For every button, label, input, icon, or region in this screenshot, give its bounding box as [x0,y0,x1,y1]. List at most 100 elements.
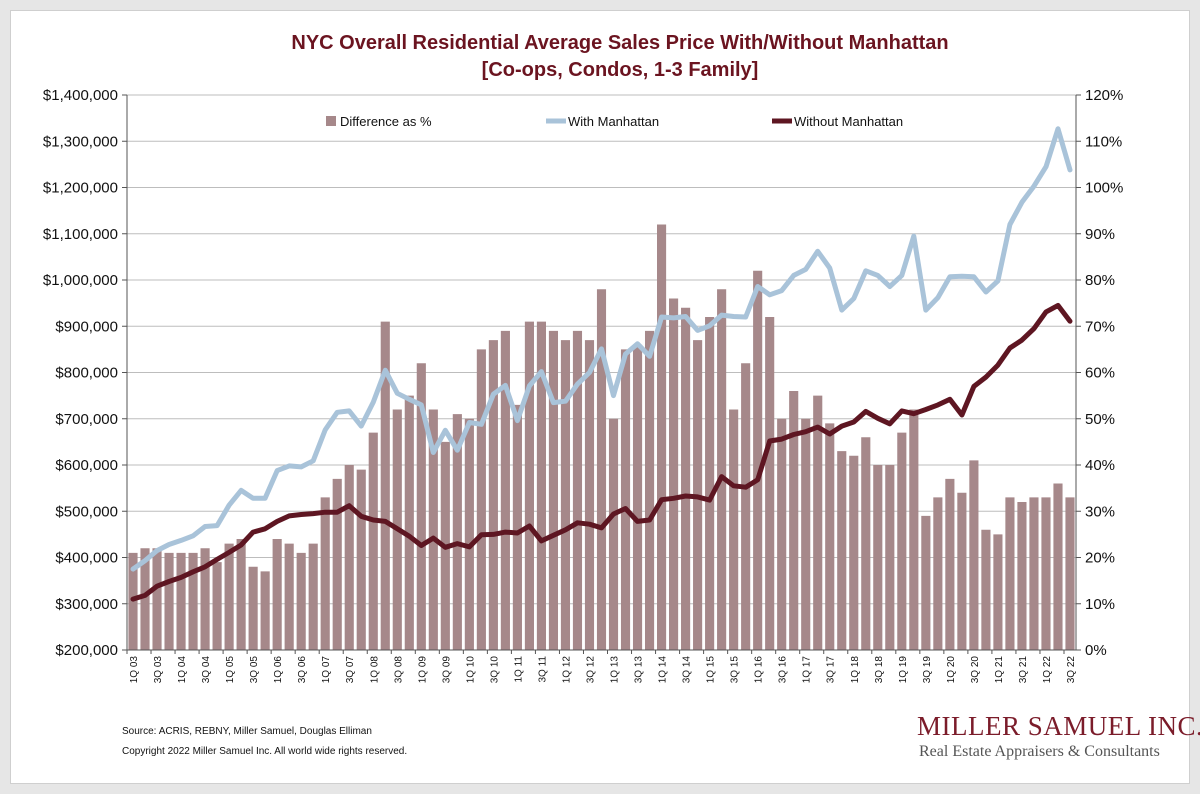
x-tick-label: 3Q 12 [586,656,597,684]
x-tick-label: 3Q 22 [1066,656,1077,684]
y-tick-label-right: 0% [1085,642,1107,659]
legend-swatch-bar [326,116,336,126]
y-tick-label-right: 10% [1085,596,1115,613]
bar [1029,497,1039,650]
bar [212,562,222,650]
y-tick-label-left: $400,000 [55,550,118,567]
bar [416,363,426,650]
y-tick-label-left: $1,100,000 [43,226,118,243]
bar [452,414,462,650]
y-tick-label-right: 50% [1085,411,1115,428]
bar [140,548,150,650]
x-tick-label: 1Q 13 [610,656,621,684]
bar [669,298,679,650]
bar [308,543,318,650]
company-logo-name: MILLER SAMUEL INC. [917,711,1200,741]
x-tick-label: 3Q 17 [826,656,837,684]
x-tick-label: 1Q 08 [369,656,380,684]
bar [260,571,270,650]
bar [656,224,667,650]
y-tick-label-left: $600,000 [55,457,118,474]
bar [572,330,583,650]
y-tick-label-left: $300,000 [55,596,118,613]
bar [921,515,931,650]
bar [380,321,390,650]
x-tick-label: 1Q 07 [321,656,332,684]
x-tick-label: 3Q 03 [153,656,164,684]
bar [464,418,474,650]
bar [933,497,943,650]
bar [873,465,883,650]
bar [801,418,811,650]
bar [1053,483,1063,650]
company-logo-tagline: Real Estate Appraisers & Consultants [919,743,1160,760]
x-tick-label: 1Q 04 [177,656,188,684]
bar [344,465,354,650]
bar [188,552,198,650]
x-tick-label: 3Q 15 [730,656,741,684]
x-tick-label: 3Q 16 [778,656,789,684]
bar [512,404,522,650]
bar [524,321,534,650]
bar [620,349,631,650]
y-tick-label-left: $700,000 [55,411,118,428]
bar [885,465,895,650]
x-tick-label: 3Q 10 [489,656,500,684]
bar [849,455,859,650]
y-tick-label-right: 120% [1085,87,1123,104]
x-tick-label: 3Q 14 [682,656,693,684]
y-tick-label-right: 100% [1085,180,1123,197]
x-tick-label: 1Q 03 [129,656,140,684]
x-tick-label: 3Q 08 [393,656,404,684]
bar [500,330,510,650]
x-tick-label: 3Q 20 [970,656,981,684]
x-tick-label: 3Q 05 [249,656,260,684]
bar [488,340,498,650]
x-tick-label: 1Q 22 [1042,656,1053,684]
bar [536,321,547,650]
bar [825,423,835,650]
bar [164,552,174,650]
bar [632,344,643,650]
x-tick-label: 3Q 18 [874,656,885,684]
x-tick-label: 1Q 18 [850,656,861,684]
bar [152,548,162,650]
bar [608,418,619,650]
line-with-manhattan [130,126,1073,572]
x-tick-label: 1Q 19 [898,656,909,684]
y-tick-label-left: $800,000 [55,365,118,382]
bar [320,497,330,650]
x-tick-label: 3Q 07 [345,656,356,684]
x-tick-label: 1Q 21 [994,656,1005,684]
x-tick-label: 1Q 17 [802,656,813,684]
bar [296,552,306,650]
x-tick-label: 1Q 06 [273,656,284,684]
bar [236,539,246,650]
bar [248,566,258,650]
chart-title-line1: NYC Overall Residential Average Sales Pr… [291,32,949,54]
x-tick-label: 3Q 06 [297,656,308,684]
bar [969,460,979,650]
bar [404,395,414,650]
line-series [130,126,1073,602]
bar [644,330,655,650]
y-tick-label-right: 60% [1085,365,1115,382]
bar [789,391,799,650]
y-tick-label-right: 20% [1085,550,1115,567]
line-without-manhattan [130,302,1073,602]
x-tick-label: 1Q 10 [465,656,476,684]
y-tick-label-right: 90% [1085,226,1115,243]
chart-title: NYC Overall Residential Average Sales Pr… [0,30,1200,84]
x-tick-label: 1Q 12 [562,656,573,684]
x-tick-label: 1Q 09 [417,656,428,684]
bar [945,478,955,650]
bar [272,539,282,650]
y-tick-label-left: $1,400,000 [43,87,118,104]
bar [584,340,595,650]
y-tick-label-left: $1,000,000 [43,272,118,289]
y-tick-label-right: 110% [1085,133,1122,150]
bar [596,289,607,650]
y-tick-label-left: $1,300,000 [43,133,118,150]
x-tick-label: 3Q 04 [201,656,212,684]
bar [476,349,486,650]
